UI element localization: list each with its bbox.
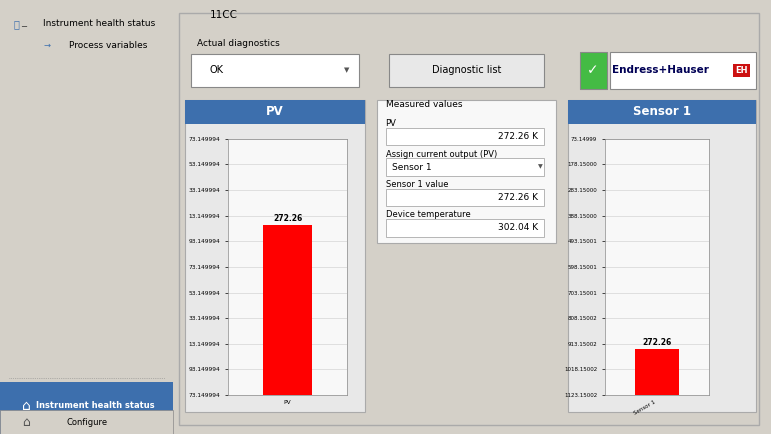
Text: Instrument health status: Instrument health status — [36, 401, 155, 410]
Text: ─: ─ — [21, 22, 31, 30]
FancyBboxPatch shape — [386, 158, 544, 176]
FancyBboxPatch shape — [610, 52, 756, 89]
Text: ▼: ▼ — [344, 67, 349, 73]
Bar — [263, 225, 312, 395]
FancyBboxPatch shape — [376, 100, 556, 243]
FancyBboxPatch shape — [191, 54, 359, 87]
Text: Diagnostic list: Diagnostic list — [432, 65, 501, 76]
FancyBboxPatch shape — [567, 100, 756, 124]
Text: Process variables: Process variables — [69, 41, 148, 50]
Text: 272.26 K: 272.26 K — [498, 193, 538, 202]
Text: PV: PV — [266, 105, 284, 118]
FancyBboxPatch shape — [0, 410, 173, 434]
Text: ✓: ✓ — [588, 63, 599, 77]
Text: 11CC: 11CC — [209, 10, 237, 20]
Text: EH: EH — [736, 66, 748, 75]
FancyBboxPatch shape — [386, 219, 544, 237]
FancyBboxPatch shape — [580, 52, 607, 89]
Text: Measured values: Measured values — [386, 100, 462, 108]
Text: Actual diagnostics: Actual diagnostics — [197, 39, 280, 48]
Text: Endress+Hauser: Endress+Hauser — [612, 65, 709, 76]
Text: 272.26 K: 272.26 K — [498, 132, 538, 141]
Text: Sensor 1: Sensor 1 — [392, 163, 431, 171]
Text: 🖥: 🖥 — [14, 19, 20, 29]
FancyBboxPatch shape — [180, 13, 759, 425]
Text: Sensor 1: Sensor 1 — [633, 105, 691, 118]
FancyBboxPatch shape — [386, 128, 544, 145]
Text: 302.04 K: 302.04 K — [498, 224, 538, 232]
FancyBboxPatch shape — [185, 100, 365, 412]
Text: ▼: ▼ — [538, 164, 543, 170]
FancyBboxPatch shape — [567, 100, 756, 412]
Text: PV: PV — [386, 119, 396, 128]
Text: 272.26: 272.26 — [273, 214, 302, 223]
FancyBboxPatch shape — [389, 54, 544, 87]
Text: Configure: Configure — [66, 418, 107, 427]
Text: ⌂: ⌂ — [22, 416, 30, 429]
FancyBboxPatch shape — [386, 189, 544, 206]
FancyBboxPatch shape — [0, 382, 173, 434]
Text: →: → — [43, 41, 50, 50]
Text: Assign current output (PV): Assign current output (PV) — [386, 150, 497, 158]
Text: 272.26: 272.26 — [642, 339, 672, 348]
Text: OK: OK — [209, 65, 224, 76]
Text: Sensor 1 value: Sensor 1 value — [386, 180, 448, 189]
FancyBboxPatch shape — [185, 100, 365, 124]
Text: Instrument health status: Instrument health status — [43, 20, 156, 28]
Text: Device temperature: Device temperature — [386, 210, 470, 219]
Bar — [635, 349, 678, 395]
Text: ⌂: ⌂ — [22, 399, 30, 413]
